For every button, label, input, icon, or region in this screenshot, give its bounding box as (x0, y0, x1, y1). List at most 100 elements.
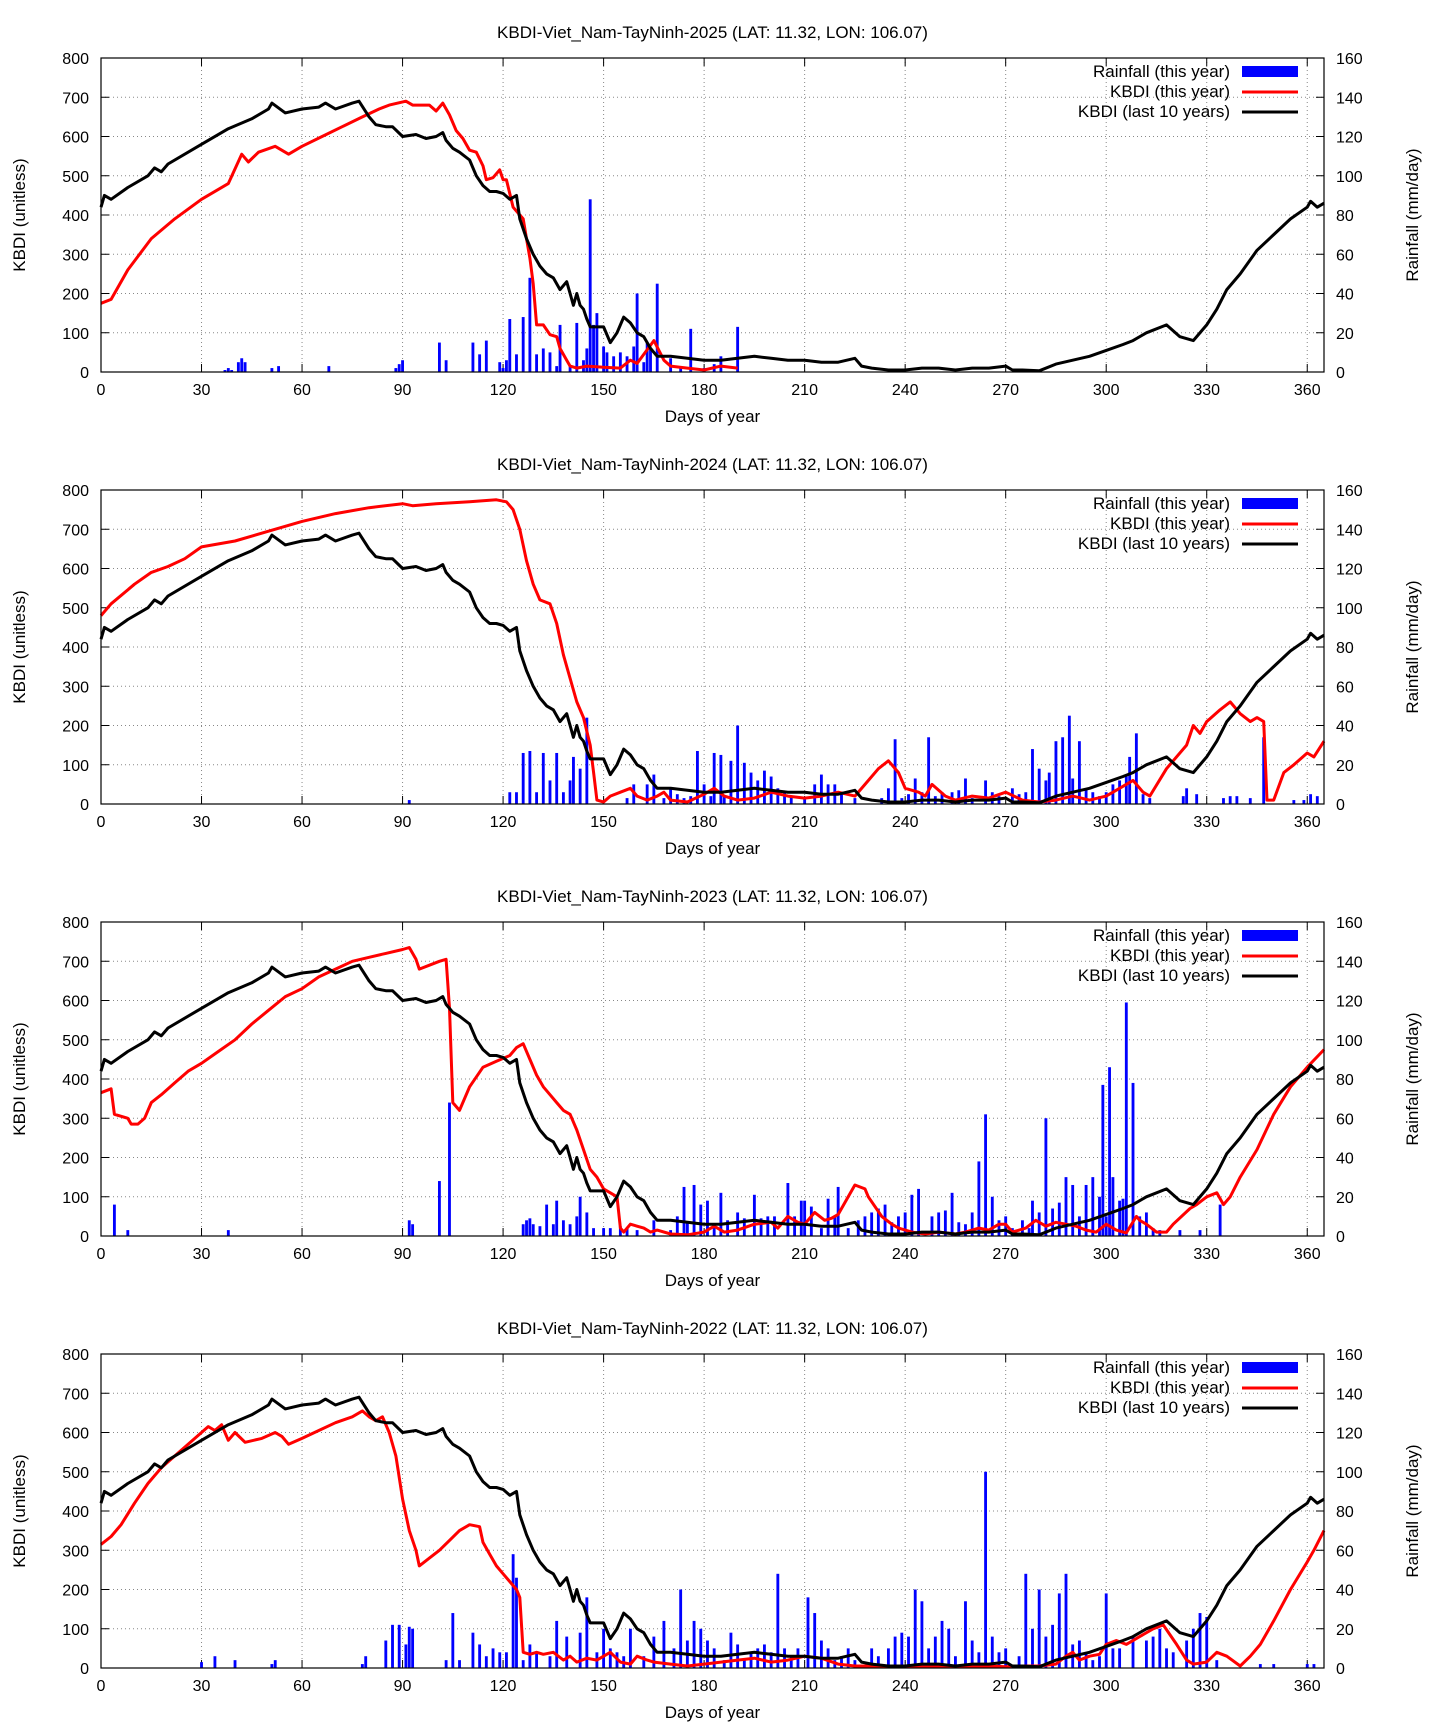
rainfall-bar (957, 1222, 961, 1236)
x-tick-label: 60 (293, 382, 311, 399)
rainfall-bar (1067, 715, 1071, 804)
rainfall-bar (947, 1628, 951, 1668)
rainfall-bar (726, 1220, 730, 1236)
rainfall-bar (471, 342, 475, 372)
rainfall-bar (618, 1226, 622, 1236)
rainfall-bar (649, 348, 652, 372)
rainfall-bar (498, 362, 502, 372)
y2-tick-label: 100 (1336, 1033, 1363, 1050)
y2-tick-label: 40 (1336, 1583, 1354, 1600)
y-tick-label: 500 (62, 601, 89, 618)
y-tick-label: 800 (62, 915, 89, 932)
rainfall-bar (1309, 794, 1313, 804)
rainfall-bar (578, 768, 582, 804)
rainfall-bar (578, 1632, 582, 1668)
rainfall-bar (605, 352, 609, 372)
legend-label: KBDI (last 10 years) (1078, 534, 1230, 553)
rainfall-bar (655, 283, 659, 372)
rainfall-bar (853, 798, 857, 804)
rainfall-bar (243, 362, 247, 372)
rainfall-bar (484, 340, 488, 372)
rainfall-bar (561, 1220, 565, 1236)
rainfall-bar (729, 1632, 733, 1668)
rainfall-bar (515, 354, 518, 372)
y-axis-label: KBDI (unitless) (10, 590, 29, 703)
rainfall-bar (719, 754, 723, 804)
rainfall-bar (568, 780, 572, 804)
rainfall-bar (1151, 1636, 1155, 1668)
rainfall-bar (749, 1652, 753, 1668)
x-tick-label: 300 (1093, 1678, 1120, 1695)
x-tick-label: 60 (293, 1246, 311, 1263)
y-tick-label: 200 (62, 1583, 89, 1600)
y2-tick-label: 0 (1336, 1661, 1345, 1678)
y2-tick-label: 60 (1336, 1543, 1354, 1560)
rainfall-bar (1111, 1177, 1115, 1236)
y-tick-label: 200 (62, 287, 89, 304)
y-tick-label: 200 (62, 1151, 89, 1168)
rainfall-bar (240, 358, 244, 372)
y2-tick-label: 160 (1336, 1347, 1363, 1364)
rainfall-bar (541, 348, 545, 372)
rainfall-bar (876, 1208, 880, 1236)
x-tick-label: 60 (293, 814, 311, 831)
rainfall-bar (997, 1652, 1001, 1668)
x-tick-label: 240 (892, 382, 919, 399)
rainfall-bar (712, 1648, 716, 1668)
rainfall-bar (1064, 1177, 1068, 1236)
rainfall-bar (1191, 1628, 1195, 1668)
rainfall-bar (1044, 780, 1048, 804)
rainfall-bar (682, 1186, 686, 1236)
rainfall-bar (632, 346, 636, 372)
rainfall-bar (783, 1648, 786, 1668)
legend-label: Rainfall (this year) (1093, 1358, 1230, 1377)
rainfall-bar (954, 1656, 957, 1668)
y-tick-label: 400 (62, 1504, 89, 1521)
rainfall-bar (538, 1226, 542, 1236)
rainfall-bar (933, 1636, 937, 1668)
x-tick-label: 0 (97, 382, 106, 399)
rainfall-bar (907, 794, 910, 804)
y2-tick-label: 120 (1336, 1426, 1363, 1443)
rainfall-bar (1121, 1198, 1125, 1236)
rainfall-bar (685, 1222, 689, 1236)
rainfall-bars (200, 1471, 1316, 1668)
rainfall-bar (226, 1230, 230, 1236)
rainfall-bar (679, 368, 683, 372)
chart-title: KBDI-Viet_Nam-TayNinh-2024 (LAT: 11.32, … (497, 455, 928, 474)
rainfall-bar (411, 1224, 415, 1236)
rainfall-bar (505, 360, 508, 372)
rainfall-bar (669, 788, 673, 804)
kbdi-this-year-line (100, 1409, 1326, 1669)
rainfall-bar (528, 1218, 532, 1236)
rainfall-bar (511, 1554, 515, 1668)
x-tick-label: 90 (394, 1246, 412, 1263)
rainfall-bar (555, 1200, 559, 1236)
rainfall-bar (1222, 798, 1225, 804)
rainfall-bar (501, 368, 505, 372)
rainfall-bar (411, 1628, 415, 1668)
rainfall-bar (521, 1224, 525, 1236)
rainfall-bar (1198, 1613, 1202, 1668)
chart-panel: KBDI-Viet_Nam-TayNinh-2022 (LAT: 11.32, … (10, 1319, 1422, 1722)
rainfall-bar (675, 794, 679, 804)
rainfall-bar (692, 1620, 696, 1668)
rainfall-bar (1134, 733, 1138, 804)
rainfall-bar (1031, 1200, 1034, 1236)
x-tick-label: 180 (691, 382, 718, 399)
legend-label: KBDI (this year) (1110, 946, 1230, 965)
rainfall-bar (793, 1216, 797, 1236)
x-tick-label: 90 (394, 382, 412, 399)
rainfall-bar (1084, 1184, 1088, 1236)
rainfall-bar (572, 756, 575, 804)
y2-axis-label: Rainfall (mm/day) (1403, 1012, 1422, 1145)
rainfall-bar (893, 1636, 897, 1668)
y-tick-label: 400 (62, 640, 89, 657)
y-tick-label: 800 (62, 483, 89, 500)
rainfall-bar (870, 1648, 874, 1668)
y2-tick-label: 120 (1336, 130, 1363, 147)
rainfall-bar (444, 360, 448, 372)
rainfall-bar (458, 1660, 461, 1668)
rainfall-bar (448, 1102, 451, 1236)
rainfall-bar (407, 800, 411, 804)
